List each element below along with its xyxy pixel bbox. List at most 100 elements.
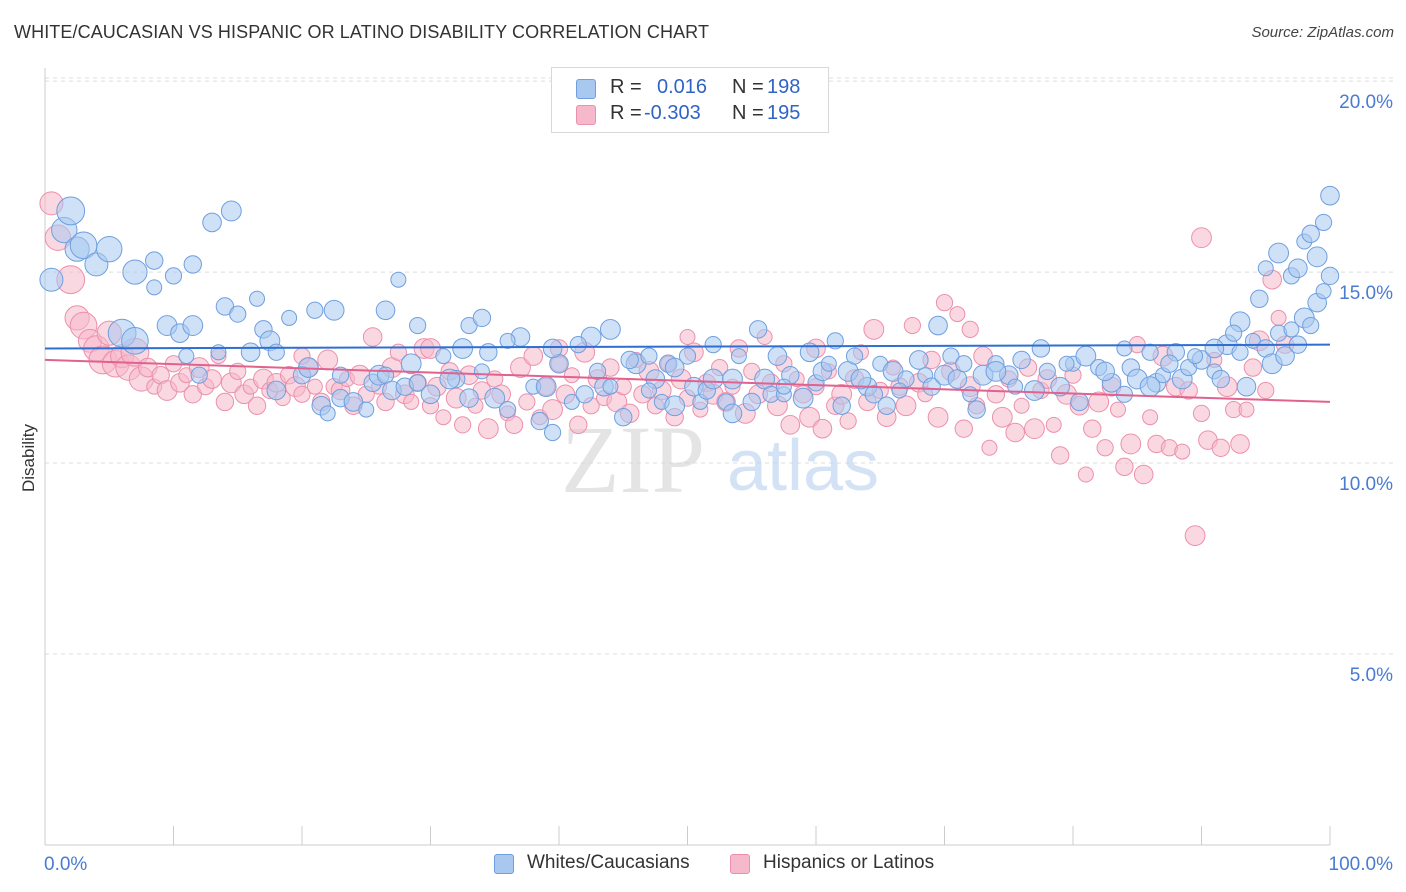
white-point [826,332,844,350]
hispanic-point [1230,434,1250,454]
hispanic-point [569,415,588,435]
white-point [1257,260,1274,277]
white-point [178,348,195,365]
source-credit: Source: ZipAtlas.com [1251,24,1394,41]
white-point [1160,354,1179,373]
white-point [306,301,324,319]
hispanic-point [523,346,544,366]
white-point [748,320,768,339]
hispanic-point [1096,439,1114,457]
white-point [730,348,747,365]
white-point [614,408,633,427]
white-point [1038,362,1056,380]
hispanic-point [1088,391,1110,413]
white-point [1031,339,1051,358]
white-point [1268,242,1289,264]
y-axis-title: Disability [19,423,38,492]
hispanic-point [563,367,580,384]
white-point [575,385,594,404]
hispanic-point [1077,466,1094,483]
hispanic-point [991,406,1013,428]
white-point [1283,321,1300,338]
white-point [1314,213,1333,232]
white-point [281,309,298,326]
hispanic-point [903,316,921,335]
white-point [323,299,345,321]
legend-r-value: -0.303 [644,102,701,124]
hispanic-point [1045,416,1062,433]
white-point [1275,346,1295,366]
white-point [409,374,427,392]
hispanic-point [1024,418,1045,440]
white-point [202,212,222,233]
hispanic-point [895,395,917,417]
hispanic-point [1133,464,1154,485]
hispanic-point [1192,404,1211,422]
white-point [922,377,941,396]
hispanic-point [1257,381,1275,400]
white-point [1095,361,1115,382]
hispanic-point [949,306,966,323]
white-point [1236,376,1257,397]
legend-r-value: 0.016 [657,76,708,98]
hispanic-point [362,327,383,347]
hispanic-point [863,318,885,340]
white-point [145,251,164,270]
legend-swatch-blue [494,854,514,874]
white-point [409,316,427,335]
white-point [1320,185,1340,206]
white-point [569,336,587,354]
white-point [220,200,242,222]
hispanic-point [1270,309,1287,326]
white-point [164,267,183,285]
hispanic-point [1238,401,1255,418]
white-point [792,387,814,409]
white-point [1139,376,1161,398]
white-point [850,368,872,390]
white-point [484,387,506,409]
white-point [240,342,261,363]
white-point [121,327,149,355]
hispanic-point [981,439,998,456]
hispanic-point [1191,227,1212,249]
white-point [767,346,788,366]
hispanic-point [1120,433,1142,455]
white-point [1306,246,1328,268]
white-point [928,315,948,336]
legend-row-hispanics: R = -0.303 N = 195 [552,102,828,128]
white-point [864,385,884,404]
hispanic-point [961,320,979,338]
white-point [183,255,202,274]
y-tick-label: 15.0% [1339,283,1393,304]
hispanic-point [293,385,311,403]
legend-n-value: 195 [767,102,801,124]
hispanic-point [518,393,536,411]
white-point [420,384,441,405]
white-point [146,279,163,296]
hispanic-point [954,419,973,438]
white-point [799,342,820,363]
white-point [702,368,724,390]
white-point [1116,340,1133,357]
white-point [331,366,350,384]
white-point [942,347,960,365]
white-point [640,382,657,399]
white-point [56,196,86,226]
hispanic-point [247,396,267,415]
hispanic-point [927,406,949,428]
white-point [452,338,474,359]
hispanic-point [317,349,339,371]
white-point [845,347,864,365]
hispanic-point [1184,525,1206,547]
white-point [499,332,516,349]
white-point [600,318,621,340]
white-point [543,423,562,442]
white-point [985,360,1007,382]
hispanic-point [812,418,833,439]
white-point [775,378,792,395]
legend-n-value: 198 [767,76,801,98]
hispanic-point [215,392,235,412]
white-point [190,366,208,384]
white-point [229,305,247,323]
legend-label-whites: Whites/Caucasians [527,852,690,873]
